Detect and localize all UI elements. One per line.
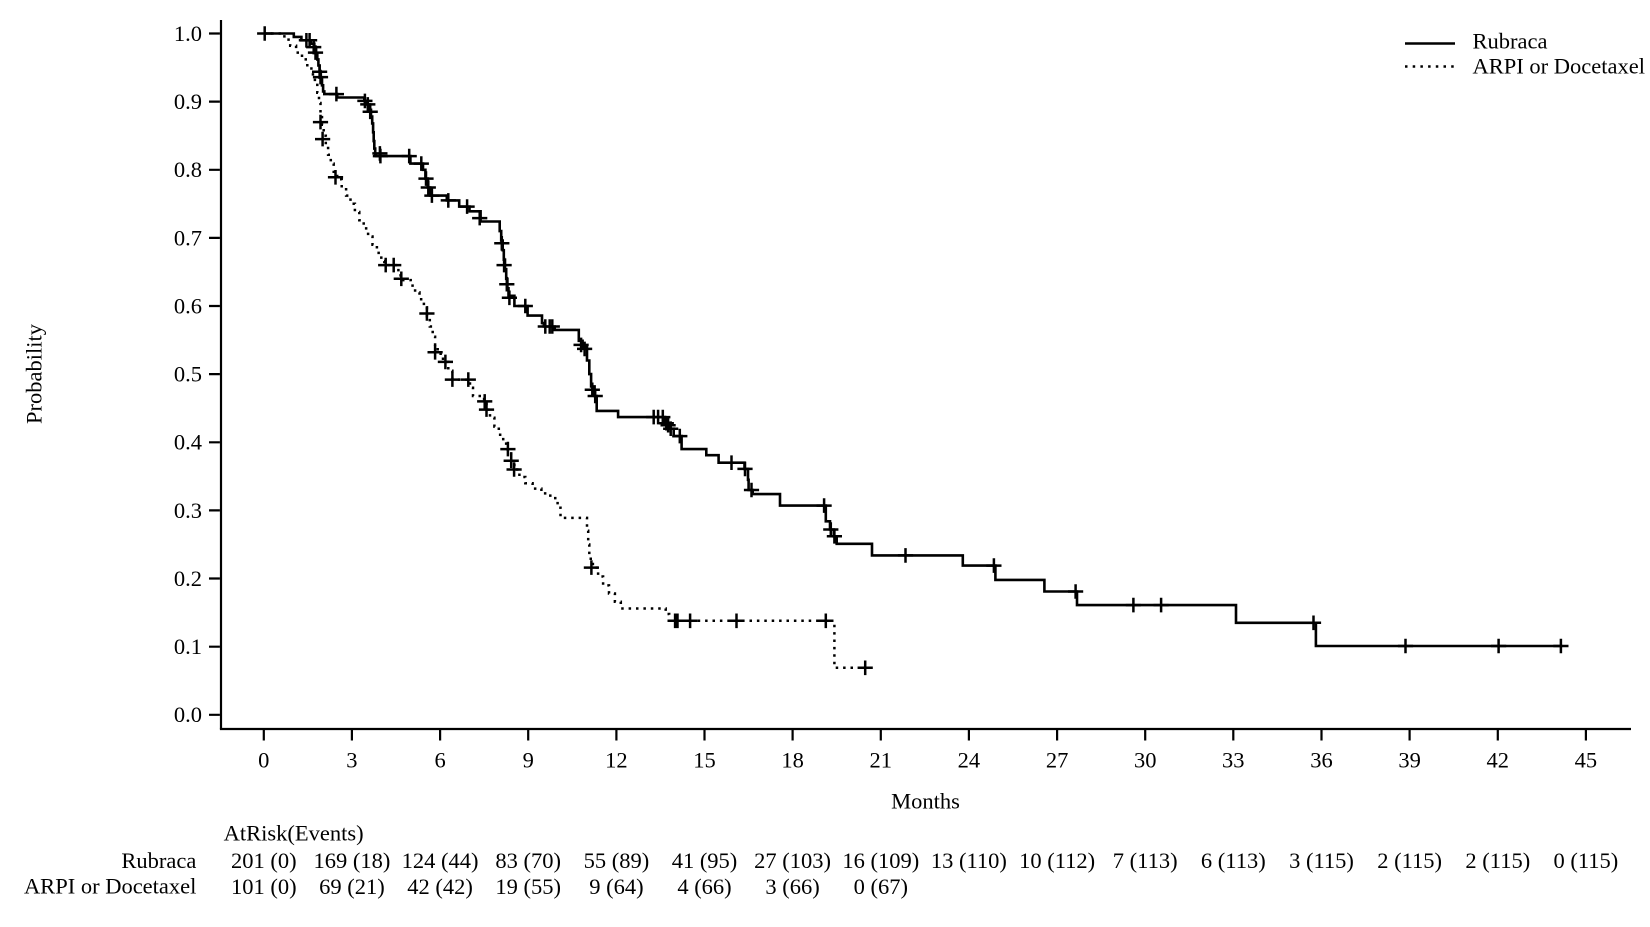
svg-text:0.4: 0.4	[174, 430, 202, 455]
svg-text:13 (110): 13 (110)	[931, 848, 1007, 873]
svg-text:Months: Months	[891, 789, 960, 814]
svg-text:2 (115): 2 (115)	[1377, 848, 1442, 873]
svg-text:2 (115): 2 (115)	[1465, 848, 1530, 873]
svg-text:45: 45	[1575, 748, 1598, 773]
svg-text:12: 12	[605, 748, 628, 773]
svg-text:27 (103): 27 (103)	[754, 848, 831, 873]
svg-text:1.0: 1.0	[174, 21, 202, 46]
svg-text:0.9: 0.9	[174, 89, 202, 114]
svg-text:16 (109): 16 (109)	[842, 848, 919, 873]
svg-text:3: 3	[346, 748, 357, 773]
svg-text:41 (95): 41 (95)	[672, 848, 738, 873]
svg-text:24: 24	[958, 748, 981, 773]
svg-text:55 (89): 55 (89)	[584, 848, 650, 873]
svg-text:0.5: 0.5	[174, 362, 202, 387]
svg-text:21: 21	[870, 748, 893, 773]
svg-text:42 (42): 42 (42)	[407, 874, 473, 899]
svg-text:Rubraca: Rubraca	[121, 848, 196, 873]
svg-text:AtRisk(Events): AtRisk(Events)	[224, 821, 364, 846]
svg-text:169 (18): 169 (18)	[313, 848, 390, 873]
svg-text:0: 0	[258, 748, 269, 773]
svg-text:0.1: 0.1	[174, 634, 202, 659]
svg-text:42: 42	[1487, 748, 1510, 773]
svg-text:7 (113): 7 (113)	[1113, 848, 1178, 873]
svg-text:0 (115): 0 (115)	[1554, 848, 1619, 873]
svg-text:0.2: 0.2	[174, 566, 202, 591]
svg-text:201 (0): 201 (0)	[231, 848, 297, 873]
svg-text:15: 15	[693, 748, 716, 773]
svg-text:30: 30	[1134, 748, 1157, 773]
svg-text:124 (44): 124 (44)	[402, 848, 479, 873]
svg-text:0.6: 0.6	[174, 293, 202, 318]
svg-text:0.3: 0.3	[174, 498, 202, 523]
svg-text:39: 39	[1398, 748, 1421, 773]
svg-text:18: 18	[781, 748, 804, 773]
svg-text:0 (67): 0 (67)	[854, 874, 908, 899]
svg-text:9: 9	[523, 748, 534, 773]
svg-text:6 (113): 6 (113)	[1201, 848, 1266, 873]
svg-text:0.8: 0.8	[174, 157, 202, 182]
svg-text:19 (55): 19 (55)	[495, 874, 561, 899]
svg-text:0.0: 0.0	[174, 702, 202, 727]
svg-text:69 (21): 69 (21)	[319, 874, 385, 899]
svg-text:10 (112): 10 (112)	[1019, 848, 1095, 873]
svg-text:4 (66): 4 (66)	[677, 874, 731, 899]
svg-text:ARPI or Docetaxel: ARPI or Docetaxel	[24, 874, 196, 899]
svg-text:3 (115): 3 (115)	[1289, 848, 1354, 873]
svg-text:ARPI or Docetaxel: ARPI or Docetaxel	[1473, 54, 1645, 79]
svg-text:83 (70): 83 (70)	[495, 848, 561, 873]
svg-text:101 (0): 101 (0)	[231, 874, 297, 899]
svg-text:3 (66): 3 (66)	[765, 874, 819, 899]
svg-text:36: 36	[1310, 748, 1333, 773]
svg-text:33: 33	[1222, 748, 1245, 773]
svg-text:Probability: Probability	[22, 323, 47, 424]
svg-text:9 (64): 9 (64)	[589, 874, 643, 899]
svg-text:0.7: 0.7	[174, 225, 202, 250]
svg-text:6: 6	[434, 748, 445, 773]
svg-text:Rubraca: Rubraca	[1473, 29, 1548, 54]
svg-text:27: 27	[1046, 748, 1069, 773]
